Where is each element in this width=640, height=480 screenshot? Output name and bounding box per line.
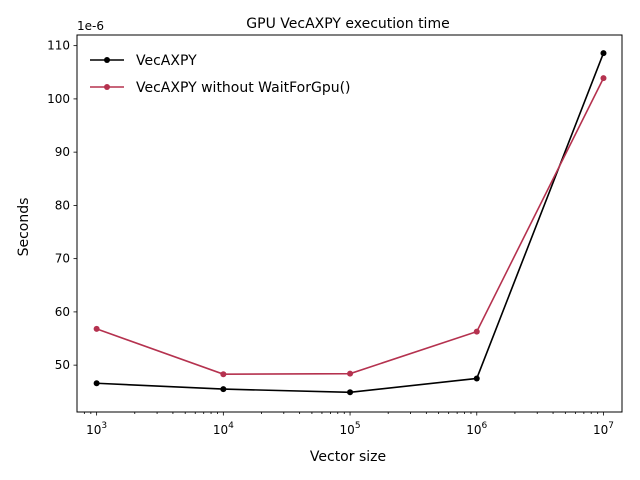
legend-entry-label: VecAXPY without WaitForGpu() [136, 80, 351, 96]
x-tick-base: 10 [86, 423, 101, 437]
x-tick-base: 10 [466, 423, 481, 437]
series-line-1 [96, 52, 605, 394]
x-tick-base: 10 [213, 423, 228, 437]
chart-title: GPU VecAXPY execution time [246, 16, 449, 32]
series-1-point [473, 375, 480, 382]
y-tick-label: 50 [55, 358, 70, 372]
legend-swatch-marker [104, 84, 110, 90]
x-tick-exponent: 4 [228, 421, 234, 431]
x-tick-exponent: 3 [101, 421, 107, 431]
y-tick-label: 70 [55, 252, 70, 266]
x-axis-label: Vector size [310, 449, 386, 465]
series-1-point [220, 386, 227, 393]
series-2-point [347, 370, 354, 377]
series-2-point [600, 75, 607, 82]
x-tick-exponent: 7 [608, 421, 614, 431]
plot-frame [76, 34, 623, 413]
x-tick-label: 107 [593, 421, 614, 437]
series-2-point [473, 328, 480, 335]
series-1-point [600, 50, 607, 57]
x-tick-label: 103 [86, 421, 107, 437]
legend-entry-label: VecAXPY [136, 53, 197, 69]
x-tick-exponent: 6 [482, 421, 488, 431]
x-tick-label: 104 [213, 421, 234, 437]
y-offset-label: 1e-6 [77, 19, 104, 33]
y-tick-label: 80 [55, 198, 70, 212]
series-1-point [93, 380, 100, 387]
x-tick-base: 10 [340, 423, 355, 437]
series-2-point [93, 325, 100, 332]
y-tick-label: 110 [47, 39, 70, 53]
series-2-point [220, 371, 227, 378]
series-line-2 [96, 77, 605, 375]
x-tick-base: 10 [593, 423, 608, 437]
x-tick-exponent: 5 [355, 421, 361, 431]
series-1-point [347, 389, 354, 396]
y-tick-label: 100 [47, 92, 70, 106]
y-tick-label: 90 [55, 145, 70, 159]
x-tick-label: 106 [466, 421, 487, 437]
legend: VecAXPY VecAXPY without WaitForGpu() [90, 53, 351, 96]
x-tick-label: 105 [340, 421, 361, 437]
y-tick-label: 60 [55, 305, 70, 319]
legend-swatch-marker [104, 57, 110, 63]
y-axis-label: Seconds [16, 198, 32, 257]
